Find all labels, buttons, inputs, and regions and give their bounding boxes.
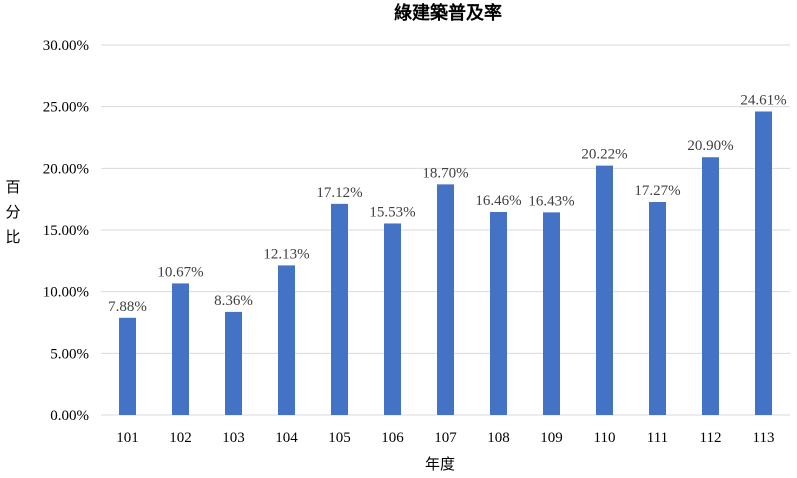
y-axis-ticks: 0.00% 5.00% 10.00% 15.00% 20.00% 25.00% 30.00% [43, 38, 89, 424]
bars [119, 111, 772, 415]
bar [702, 157, 719, 415]
bar [278, 265, 295, 415]
data-label: 18.70% [422, 165, 468, 181]
x-tick-label: 107 [434, 430, 457, 446]
y-tick-label: 30.00% [43, 38, 89, 54]
x-tick-label: 108 [487, 430, 510, 446]
x-tick-label: 106 [381, 430, 404, 446]
data-label: 17.12% [316, 185, 362, 201]
data-label: 17.27% [634, 183, 680, 199]
chart-title: 綠建築普及率 [394, 2, 502, 24]
bar [543, 212, 560, 415]
data-label: 16.43% [528, 193, 574, 209]
bar [119, 317, 136, 415]
data-label: 8.36% [214, 293, 253, 309]
data-label: 20.22% [581, 147, 627, 163]
y-tick-label: 20.00% [43, 161, 89, 177]
y-tick-label: 5.00% [50, 346, 89, 362]
x-tick-label: 101 [116, 430, 139, 446]
bar [384, 223, 401, 415]
x-tick-label: 102 [169, 430, 192, 446]
y-axis-title-char: 百 [5, 178, 20, 196]
data-label: 10.67% [157, 264, 203, 280]
y-tick-label: 10.00% [43, 285, 89, 301]
x-axis-title: 年度 [425, 455, 455, 473]
bar [649, 202, 666, 415]
bar [331, 203, 348, 415]
y-axis-title: 百分比 [5, 178, 20, 246]
data-label: 15.53% [369, 204, 415, 220]
bar [172, 283, 189, 415]
x-tick-label: 104 [275, 430, 298, 446]
data-label: 24.61% [740, 92, 786, 108]
y-tick-label: 0.00% [50, 408, 89, 424]
bar [755, 111, 772, 415]
y-tick-label: 15.00% [43, 223, 89, 239]
bar [596, 165, 613, 415]
x-tick-label: 112 [700, 430, 722, 446]
y-axis-title-char: 比 [5, 228, 20, 246]
data-label: 7.88% [108, 299, 147, 315]
y-tick-label: 25.00% [43, 100, 89, 116]
bar [490, 211, 507, 415]
x-tick-label: 110 [594, 430, 616, 446]
bar [225, 311, 242, 415]
x-tick-label: 113 [753, 430, 775, 446]
data-label: 20.90% [687, 138, 733, 154]
x-tick-label: 105 [328, 430, 351, 446]
data-label: 12.13% [263, 246, 309, 262]
data-label: 16.46% [475, 193, 521, 209]
x-axis-ticks: 101 102 103 104 105 106 107 108 109 110 111 112 113 [116, 430, 774, 446]
y-axis-title-char: 分 [5, 203, 20, 221]
x-tick-label: 103 [222, 430, 245, 446]
data-labels: 7.88% 10.67% 8.36% 12.13% 17.12% 15.53% 18.70%… [108, 92, 787, 314]
x-tick-label: 111 [647, 430, 668, 446]
x-tick-label: 109 [540, 430, 563, 446]
bar [437, 184, 454, 415]
